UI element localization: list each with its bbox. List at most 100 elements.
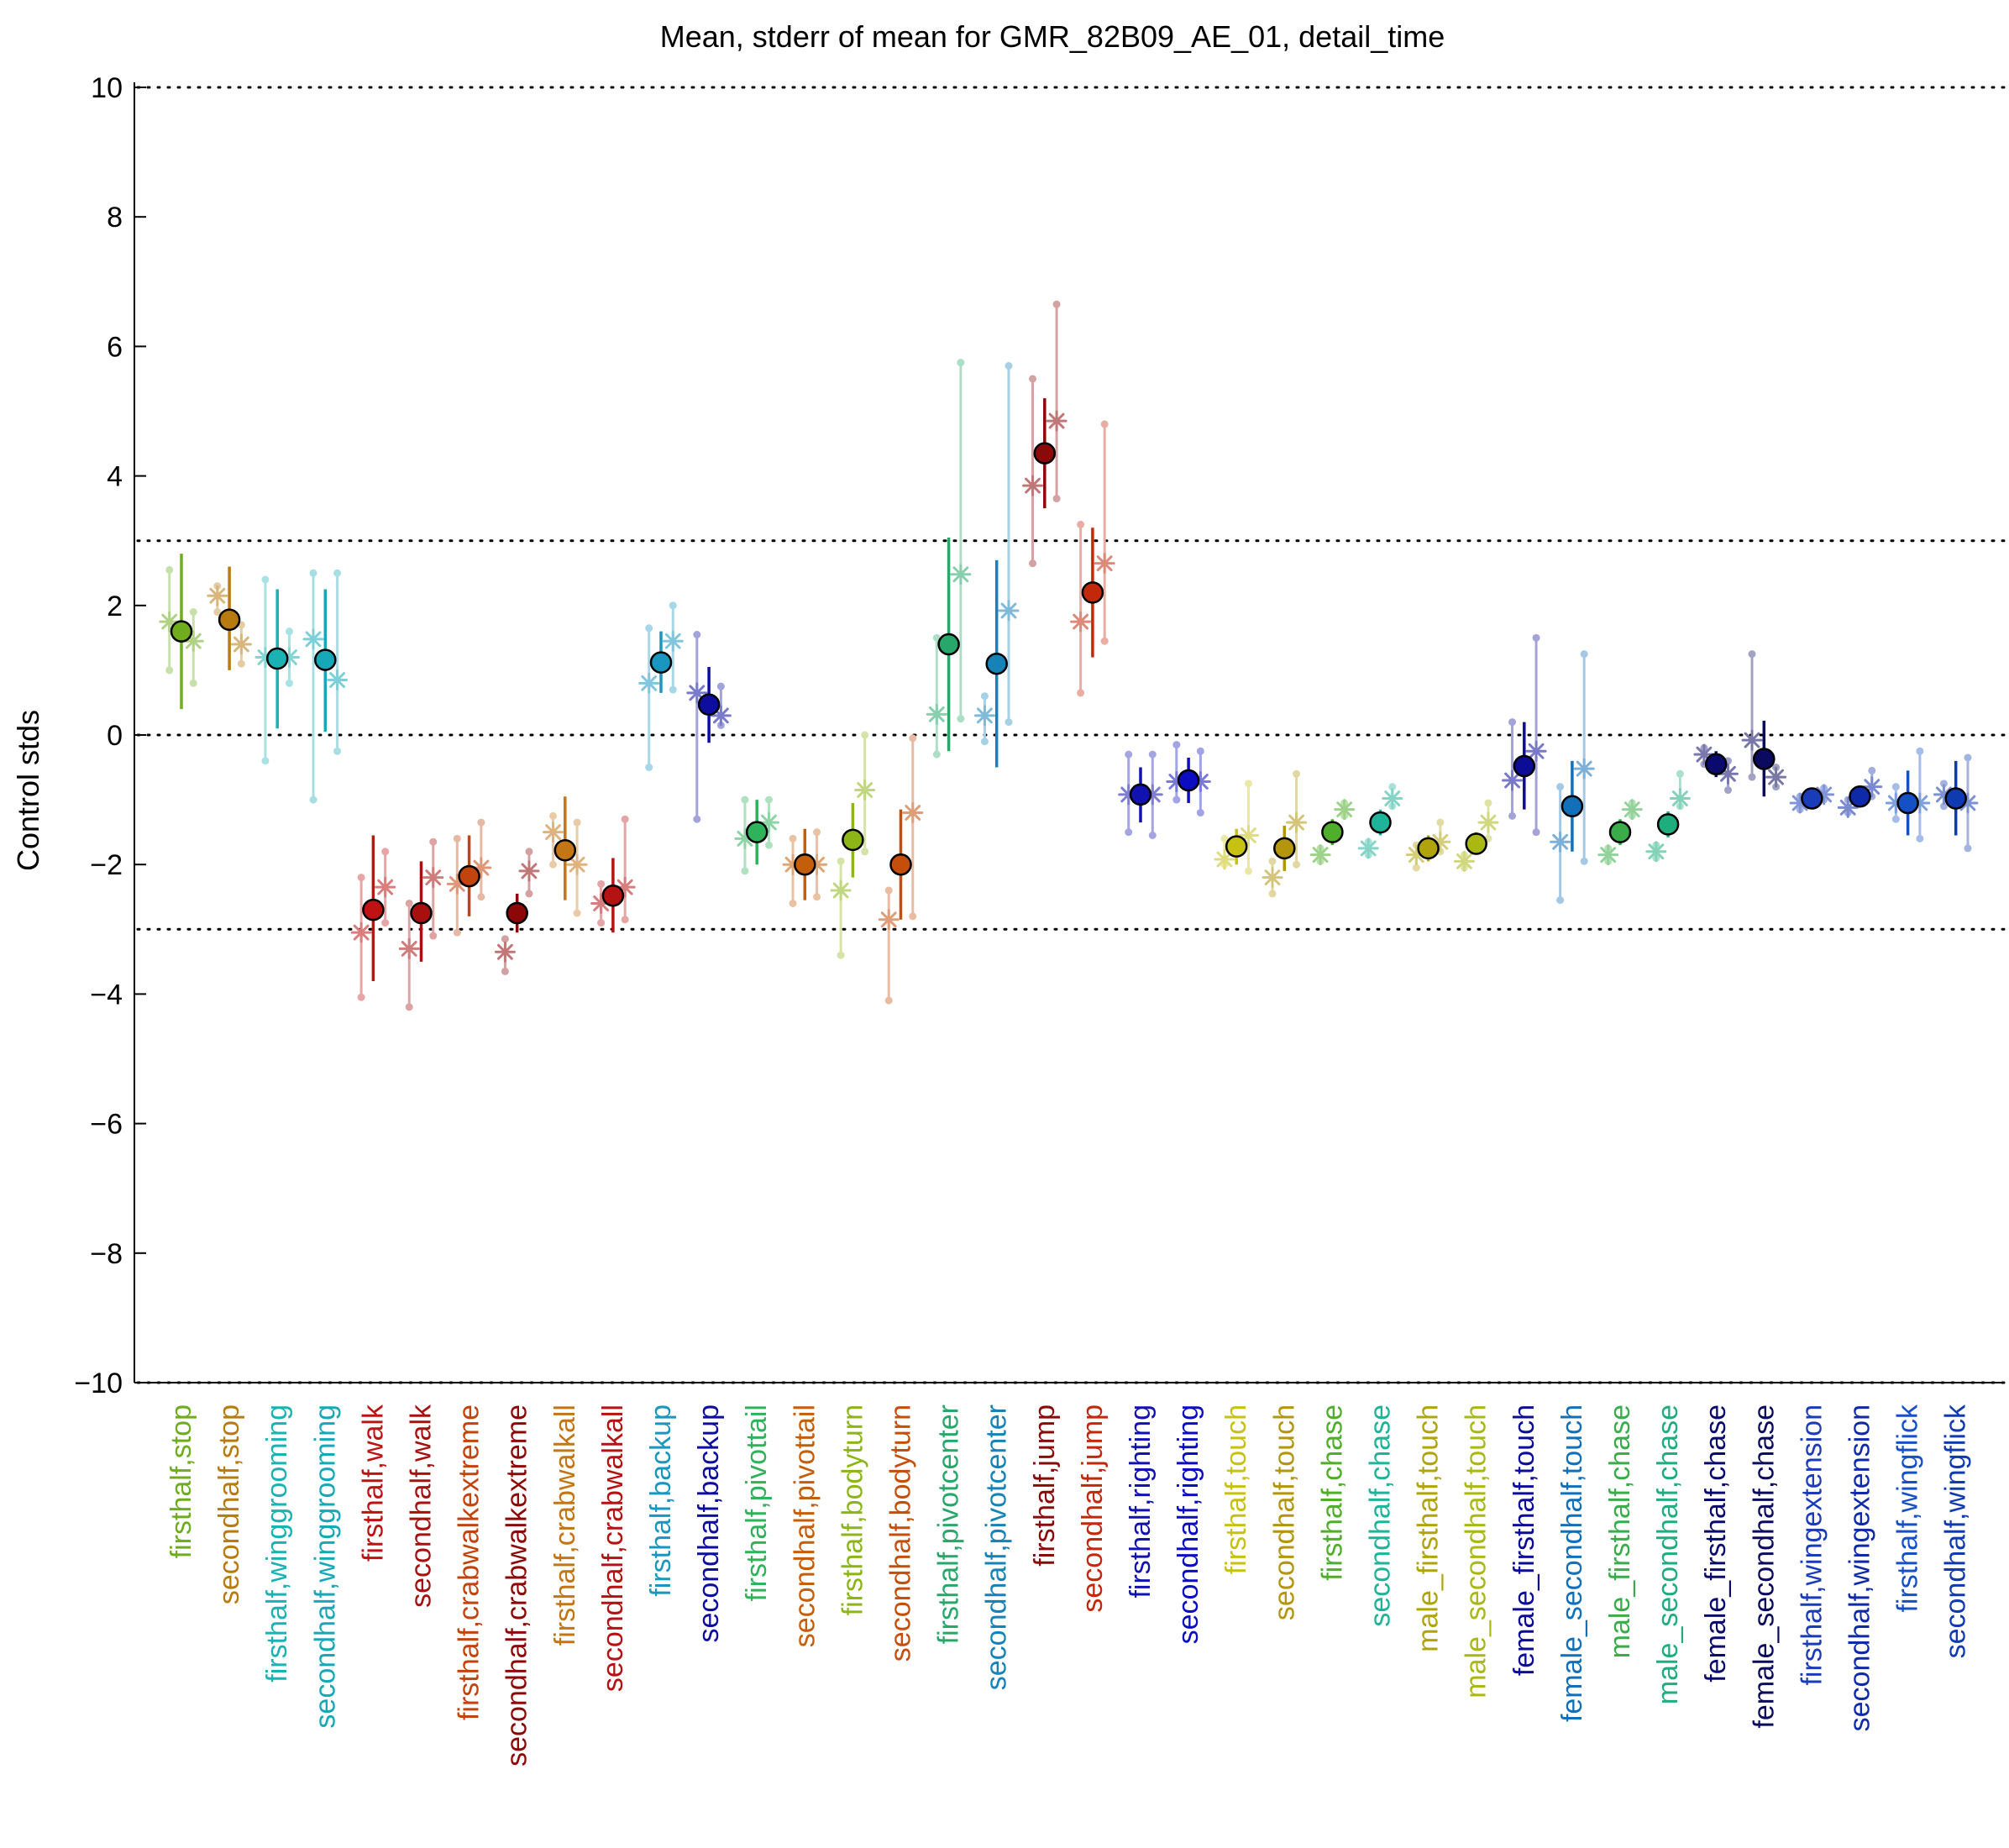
star-stroke xyxy=(641,675,658,691)
mean-marker xyxy=(601,884,625,907)
x-tick-label: secondhalf,pivotcenter xyxy=(981,1404,1013,1690)
y-tick-label: 8 xyxy=(107,202,123,234)
sub-range-dot xyxy=(741,795,749,804)
x-tick-label: firsthalf,wingextension xyxy=(1796,1404,1828,1686)
half-mean-star xyxy=(973,705,995,727)
star-stroke xyxy=(1264,869,1281,886)
sub-range-dot xyxy=(1939,780,1948,788)
sub-range-dot xyxy=(861,848,869,856)
half-mean-star xyxy=(1765,766,1787,788)
sub-range-dot xyxy=(861,731,869,739)
sub-range-dot xyxy=(285,679,293,687)
x-tick-label: secondhalf,bodyturn xyxy=(885,1404,917,1662)
category-group xyxy=(1741,650,1787,797)
star-stroke xyxy=(1336,801,1353,818)
sub-range-dot xyxy=(837,951,845,959)
star-stroke xyxy=(905,805,921,821)
x-tick-label: firsthalf,crabwalkall xyxy=(549,1404,581,1646)
half-mean-star xyxy=(230,633,252,655)
star-stroke xyxy=(209,587,226,604)
half-mean-star xyxy=(1717,763,1739,785)
mean-marker xyxy=(1656,813,1680,836)
star-stroke xyxy=(928,706,945,722)
sub-range-dot xyxy=(189,679,197,687)
sub-range-dot xyxy=(405,1003,413,1011)
half-mean-star xyxy=(350,921,372,943)
star-stroke xyxy=(1216,851,1233,868)
mean-marker xyxy=(458,864,480,888)
sub-range-dot xyxy=(1100,637,1109,645)
y-tick-label: 6 xyxy=(107,331,123,363)
category-group xyxy=(1022,300,1067,568)
half-mean-star xyxy=(1382,788,1403,810)
sub-range-dot xyxy=(1268,857,1277,865)
x-tick-label: firsthalf,wingflick xyxy=(1892,1404,1924,1613)
category-group xyxy=(159,554,204,710)
mean-marker xyxy=(1704,753,1728,775)
category-group xyxy=(830,731,876,959)
sub-range-dot xyxy=(813,828,821,837)
category-group xyxy=(638,601,684,772)
x-tick-label: secondhalf,walk xyxy=(406,1404,438,1608)
y-tick-label: −10 xyxy=(74,1368,123,1399)
sub-range-dot xyxy=(357,993,365,1001)
mean-marker xyxy=(1273,837,1296,860)
mean-marker xyxy=(218,608,241,632)
star-stroke xyxy=(1623,801,1640,818)
sub-range-dot xyxy=(884,996,893,1005)
sub-range-dot xyxy=(1004,718,1013,727)
sub-range-dot xyxy=(597,919,606,927)
y-tick-label: 4 xyxy=(107,461,123,493)
mean-marker xyxy=(1417,837,1440,860)
sub-range-dot xyxy=(1556,896,1565,905)
x-tick-label: secondhalf,wingextension xyxy=(1844,1404,1876,1731)
half-mean-star xyxy=(1502,769,1524,791)
sub-range-dot xyxy=(549,811,558,820)
star-stroke xyxy=(401,941,417,957)
sub-range-dot xyxy=(453,834,461,843)
mean-marker xyxy=(1608,821,1632,843)
sub-range-dot xyxy=(525,848,533,856)
sub-range-dot xyxy=(165,666,174,675)
half-mean-star xyxy=(1550,831,1571,853)
sub-range-dot xyxy=(1964,844,1972,853)
sub-range-dot xyxy=(429,932,438,940)
sub-range-dot xyxy=(716,682,725,690)
star-stroke xyxy=(1504,772,1520,789)
x-tick-label: secondhalf,winggrooming xyxy=(309,1404,341,1729)
half-mean-star xyxy=(1309,844,1331,866)
category-group xyxy=(398,837,444,1011)
star-stroke xyxy=(1959,795,1976,811)
mean-marker xyxy=(553,838,577,862)
mean-marker xyxy=(1321,821,1344,843)
sub-range-dot xyxy=(165,565,174,574)
y-axis-label: Control stds xyxy=(11,710,45,871)
star-stroke xyxy=(664,633,681,649)
sub-range-dot xyxy=(1748,773,1756,781)
half-mean-star xyxy=(1214,848,1235,870)
sub-range-dot xyxy=(1220,834,1229,843)
sub-range-dot xyxy=(1891,783,1900,791)
mean-marker xyxy=(1369,811,1392,834)
sub-range-dot xyxy=(261,575,270,584)
star-stroke xyxy=(880,911,897,928)
sub-range-dot xyxy=(1868,766,1876,774)
mean-marker xyxy=(794,853,816,876)
sub-range-dot xyxy=(1077,689,1085,697)
sub-range-dot xyxy=(1532,828,1540,837)
sub-range-dot xyxy=(1125,750,1133,759)
star-stroke xyxy=(353,924,370,941)
half-mean-star xyxy=(1262,867,1283,889)
half-mean-star xyxy=(327,669,349,690)
category-group xyxy=(350,835,396,1001)
sub-range-dot xyxy=(333,747,342,755)
sub-range-dot xyxy=(1148,832,1157,840)
half-mean-star xyxy=(926,703,947,725)
category-group xyxy=(302,569,349,804)
sub-range-dot xyxy=(1508,811,1517,820)
star-stroke xyxy=(1384,790,1401,806)
category-group xyxy=(1166,741,1211,817)
x-tick-label: secondhalf,crabwalkextreme xyxy=(501,1404,533,1767)
sub-range-dot xyxy=(453,928,461,937)
sub-range-dot xyxy=(381,919,390,927)
